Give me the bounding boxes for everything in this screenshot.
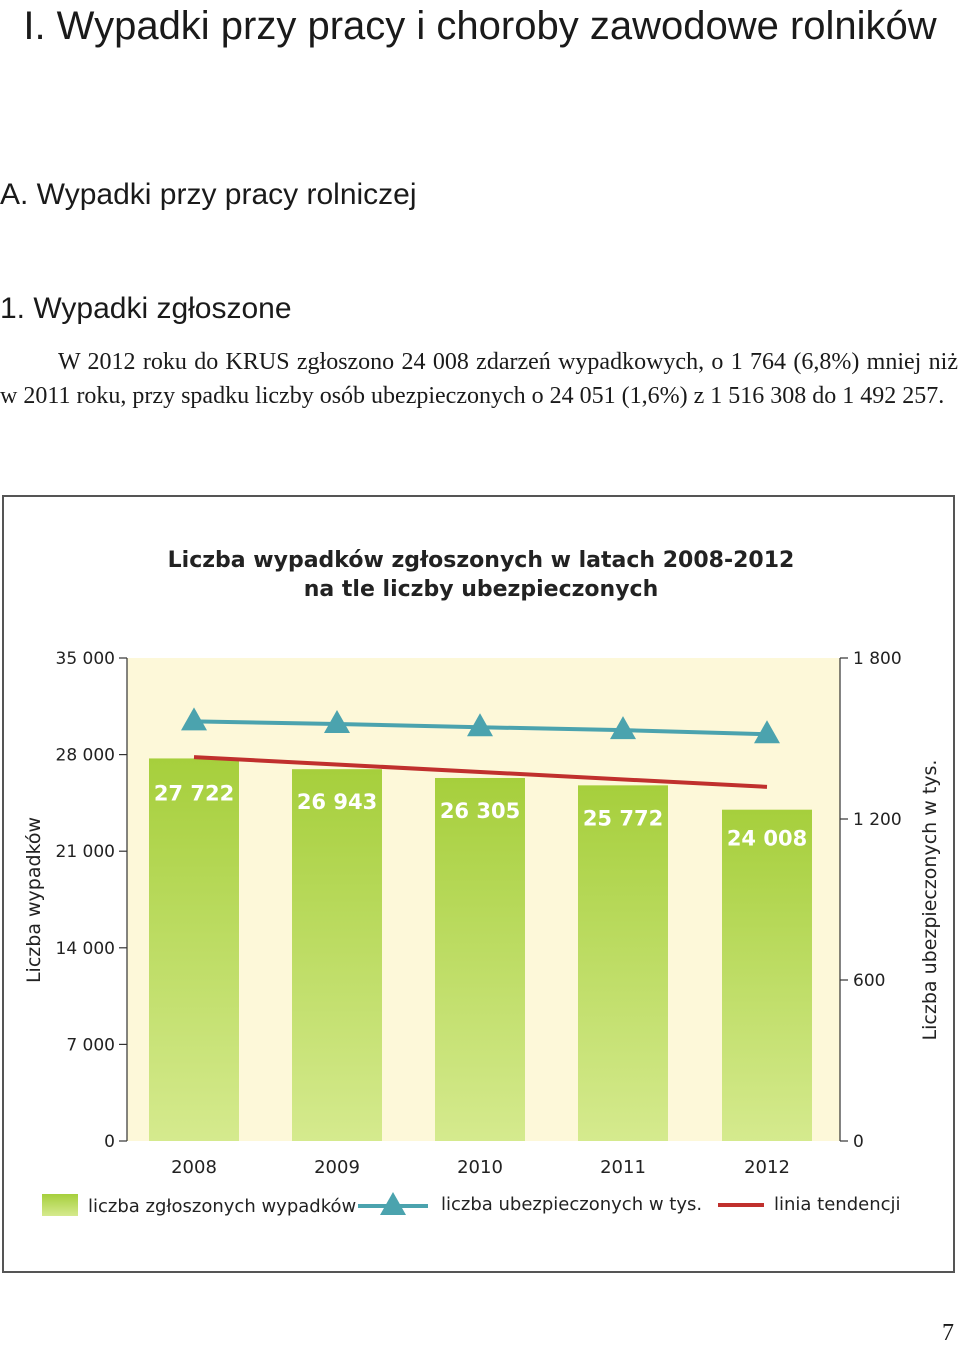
- bar-2008: [149, 758, 239, 1141]
- insured-point-2012: [754, 720, 780, 744]
- accidents-chart: Liczba wypadków zgłoszonych w latach 200…: [23, 548, 941, 1217]
- page-title: I. Wypadki przy pracy i choroby zawodowe…: [23, 4, 937, 48]
- legend-label-trend: linia tendencji: [774, 1194, 901, 1215]
- legend-label-accidents: liczba zgłoszonych wypadków: [88, 1196, 356, 1217]
- bar-2009: [292, 769, 382, 1141]
- bar-value-label: 25 772: [583, 806, 663, 830]
- section-heading: A. Wypadki przy pracy rolniczej: [0, 178, 417, 211]
- bar-value-label: 26 943: [297, 790, 377, 814]
- insured-point-2010: [467, 713, 493, 737]
- right-tick-label: 1 200: [853, 810, 902, 830]
- y-axis-title-left: Liczba wypadków: [23, 817, 45, 983]
- right-tick-label: 0: [853, 1132, 864, 1152]
- chart-title-line1: Liczba wypadków zgłoszonych w latach 200…: [168, 548, 795, 573]
- y-axis-title-right: Liczba ubezpieczonych w tys.: [919, 760, 941, 1041]
- chart-frame: Liczba wypadków zgłoszonych w latach 200…: [2, 495, 955, 1273]
- right-tick-label: 600: [853, 971, 885, 991]
- x-tick-label: 2012: [744, 1157, 790, 1178]
- bar-2012: [722, 809, 812, 1141]
- bar-value-label: 27 722: [154, 781, 234, 805]
- legend-label-insured: liczba ubezpieczonych w tys.: [441, 1194, 702, 1215]
- trend-line: [193, 755, 768, 789]
- x-tick-label: 2008: [171, 1157, 217, 1178]
- insured-point-2011: [610, 716, 636, 740]
- page-number: 7: [942, 1320, 954, 1346]
- bar-value-label: 24 008: [727, 827, 807, 851]
- legend-bar-swatch: [42, 1194, 78, 1216]
- x-tick-label: 2009: [314, 1157, 360, 1178]
- left-tick-label: 28 000: [56, 746, 115, 766]
- left-tick-label: 14 000: [56, 939, 115, 959]
- bar-2011: [578, 785, 668, 1141]
- bar-value-label: 26 305: [440, 799, 520, 823]
- left-tick-label: 35 000: [56, 649, 115, 669]
- left-tick-label: 0: [104, 1132, 115, 1152]
- right-tick-label: 1 800: [853, 649, 902, 669]
- left-tick-label: 7 000: [66, 1035, 115, 1055]
- intro-paragraph: W 2012 roku do KRUS zgłoszono 24 008 zda…: [0, 349, 958, 409]
- legend-triangle-icon: [380, 1192, 406, 1215]
- insured-point-2008: [181, 707, 207, 731]
- subsection-heading: 1. Wypadki zgłoszone: [0, 292, 292, 325]
- left-tick-label: 21 000: [56, 842, 115, 862]
- chart-title-line2: na tle liczby ubezpieczonych: [304, 577, 659, 602]
- bar-2010: [435, 777, 525, 1141]
- insured-point-2009: [324, 710, 350, 734]
- x-tick-label: 2011: [600, 1157, 646, 1178]
- x-tick-label: 2010: [457, 1157, 503, 1178]
